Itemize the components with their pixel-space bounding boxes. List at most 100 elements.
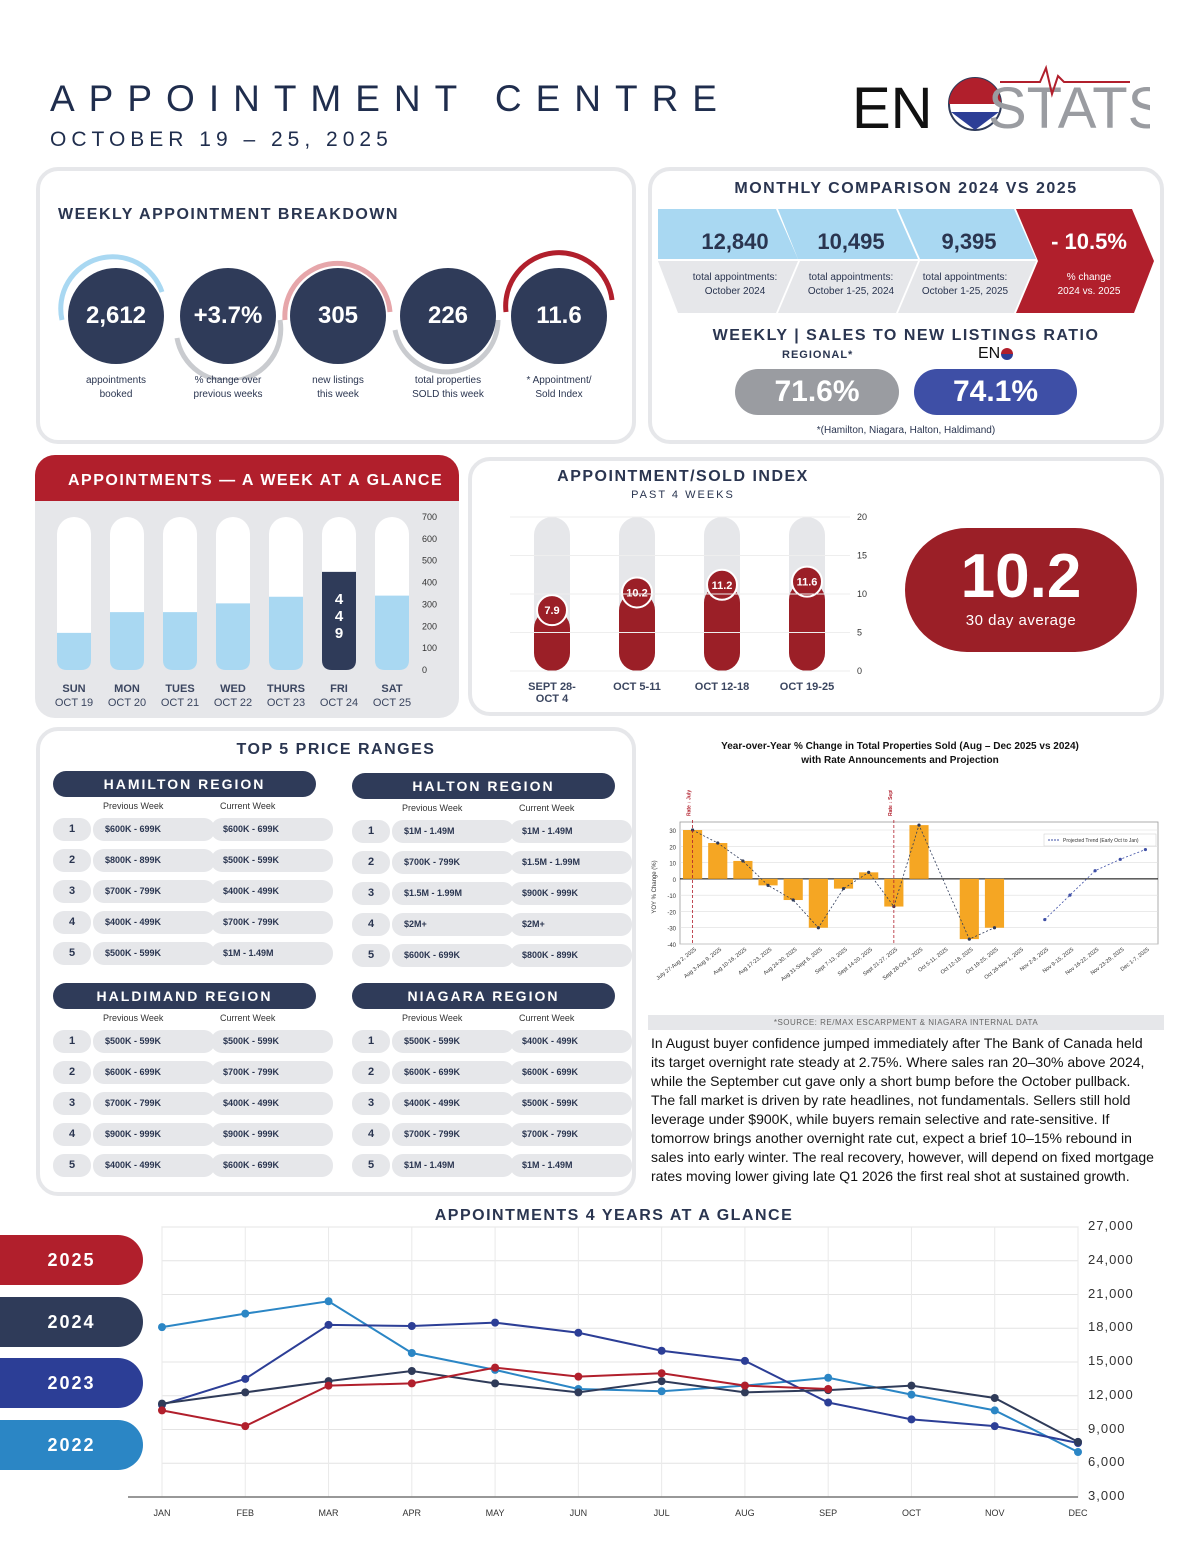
week-glance-title: APPOINTMENTS — A WEEK AT A GLANCE bbox=[35, 455, 459, 501]
rank-number: 1 bbox=[53, 1030, 91, 1053]
yoy-projection-point bbox=[1043, 917, 1047, 922]
yoy-bar bbox=[984, 878, 1005, 928]
yoy-ytick: -40 bbox=[667, 943, 676, 949]
rank-number: 3 bbox=[53, 1092, 91, 1115]
logo-text-stats: STATS bbox=[988, 76, 1150, 141]
yoy-point bbox=[917, 823, 921, 827]
previous-week-range: $1M - 1.49M bbox=[392, 1154, 514, 1177]
previous-week-range: $400K - 499K bbox=[93, 1154, 215, 1177]
years-ytick: 9,000 bbox=[1088, 1420, 1126, 1436]
rank-number: 3 bbox=[53, 880, 91, 903]
weekly-breakdown-title: WEEKLY APPOINTMENT BREAKDOWN bbox=[58, 206, 399, 223]
year-tab-2023[interactable]: 2023 bbox=[0, 1358, 143, 1408]
percent-change-value: - 10.5% bbox=[1051, 229, 1127, 254]
index-ytick: 20 bbox=[857, 512, 867, 522]
en-label: EN bbox=[978, 345, 1014, 363]
col-current-week: Current Week bbox=[220, 1013, 276, 1023]
day-label: FRI OCT 24 bbox=[313, 682, 365, 710]
current-week-range: $600K - 699K bbox=[211, 818, 333, 841]
yoy-projection-point bbox=[1068, 893, 1072, 897]
thirty-day-average-badge: 10.2 30 day average bbox=[905, 528, 1137, 652]
index-value-label: 11.2 bbox=[712, 580, 733, 592]
previous-week-range: $400K - 499K bbox=[392, 1092, 514, 1115]
years-point-2025 bbox=[574, 1372, 583, 1381]
day-label: THURS OCT 23 bbox=[260, 682, 312, 710]
week-glance-chart: 4 4 9 0 100 200 300 400 500 600 700 bbox=[35, 501, 459, 718]
years-line-2022 bbox=[161, 1300, 1079, 1453]
previous-week-range: $500K - 599K bbox=[93, 1030, 215, 1053]
index-week-label: SEPT 28- bbox=[528, 681, 576, 693]
rank-number: 1 bbox=[352, 820, 390, 843]
year-tab-2025[interactable]: 2025 bbox=[0, 1235, 143, 1285]
index-bar bbox=[534, 610, 570, 671]
day-bar bbox=[216, 603, 250, 670]
day-label: SUN OCT 19 bbox=[48, 682, 100, 710]
price-ranges-title: TOP 5 PRICE RANGES bbox=[236, 741, 436, 758]
day-bar bbox=[57, 632, 91, 670]
rank-number: 3 bbox=[352, 882, 390, 905]
yoy-legend-label: Projected Trend (Early Oct to Jan) bbox=[1063, 838, 1139, 844]
appointments-booked-circle: 2,612 bbox=[68, 268, 164, 364]
years-point-2024 bbox=[241, 1388, 250, 1397]
years-ytick: 21,000 bbox=[1088, 1285, 1134, 1301]
percent-change-label: % change over previous weeks bbox=[193, 375, 263, 400]
yoy-ytick: -20 bbox=[667, 910, 676, 916]
rank-number: 3 bbox=[352, 1092, 390, 1115]
yoy-point bbox=[867, 870, 871, 874]
years-point-2023 bbox=[574, 1328, 583, 1337]
day-bar bbox=[375, 595, 409, 670]
yoy-bar bbox=[758, 878, 778, 886]
region-header: HALTON REGION bbox=[352, 773, 615, 799]
col-current-week: Current Week bbox=[220, 801, 276, 811]
highlight-digit: 9 bbox=[335, 625, 343, 642]
index-bar bbox=[619, 592, 655, 671]
region-header: HAMILTON REGION bbox=[53, 771, 316, 797]
col-previous-week: Previous Week bbox=[402, 1013, 463, 1023]
week-ytick: 700 bbox=[422, 512, 437, 522]
years-point-2022 bbox=[824, 1373, 833, 1382]
month-tick: APR bbox=[402, 1508, 422, 1518]
year-tab-2022[interactable]: 2022 bbox=[0, 1420, 143, 1470]
yoy-bar bbox=[909, 825, 929, 879]
yoy-ytick: 10 bbox=[669, 862, 676, 868]
index-ytick: 5 bbox=[857, 628, 862, 638]
previous-week-range: $700K - 799K bbox=[93, 880, 215, 903]
enostats-logo: EN STATS bbox=[850, 62, 1166, 142]
previous-week-range: $700K - 799K bbox=[392, 851, 514, 874]
day-track bbox=[57, 517, 91, 670]
yoy-point bbox=[716, 841, 720, 845]
index-bar bbox=[789, 581, 825, 671]
yoy-bar bbox=[783, 878, 803, 901]
sold-index-title: APPOINTMENT/SOLD INDEX bbox=[557, 468, 809, 485]
years-point-2022 bbox=[1074, 1448, 1082, 1456]
previous-week-range: $2M+ bbox=[392, 913, 514, 936]
week-ytick: 400 bbox=[422, 578, 437, 588]
years-point-2024 bbox=[907, 1381, 916, 1390]
current-week-range: $400K - 499K bbox=[211, 880, 333, 903]
percent-change-circle: +3.7% bbox=[180, 268, 276, 364]
day-label: MON OCT 20 bbox=[101, 682, 153, 710]
index-ytick: 15 bbox=[857, 551, 867, 561]
month-tick: SEP bbox=[819, 1508, 838, 1518]
day-date: OCT 22 bbox=[213, 697, 253, 709]
day-bar bbox=[322, 571, 356, 670]
yoy-point bbox=[992, 926, 997, 930]
day-name: THURS bbox=[267, 683, 305, 695]
logo-text-en: EN bbox=[852, 76, 933, 141]
index-bubble bbox=[706, 568, 738, 601]
current-week-range: $400K - 499K bbox=[510, 1030, 632, 1053]
rank-number: 4 bbox=[352, 913, 390, 936]
highlight-digit: 4 bbox=[335, 591, 344, 608]
monthly-comparison-title: MONTHLY COMPARISON 2024 VS 2025 bbox=[734, 180, 1078, 197]
highlight-digit: 4 bbox=[335, 608, 344, 625]
yoy-projection-point bbox=[1093, 869, 1097, 873]
day-bar bbox=[269, 596, 303, 670]
years-point-2024 bbox=[491, 1379, 500, 1388]
four-years-chart bbox=[128, 1225, 1088, 1510]
month-tick: MAY bbox=[485, 1508, 505, 1518]
current-week-range: $1M - 1.49M bbox=[211, 942, 333, 965]
month-tick: DEC bbox=[1068, 1508, 1088, 1518]
previous-week-range: $600K - 699K bbox=[93, 818, 215, 841]
year-tab-2024[interactable]: 2024 bbox=[0, 1297, 143, 1347]
week-ytick: 200 bbox=[422, 621, 437, 631]
